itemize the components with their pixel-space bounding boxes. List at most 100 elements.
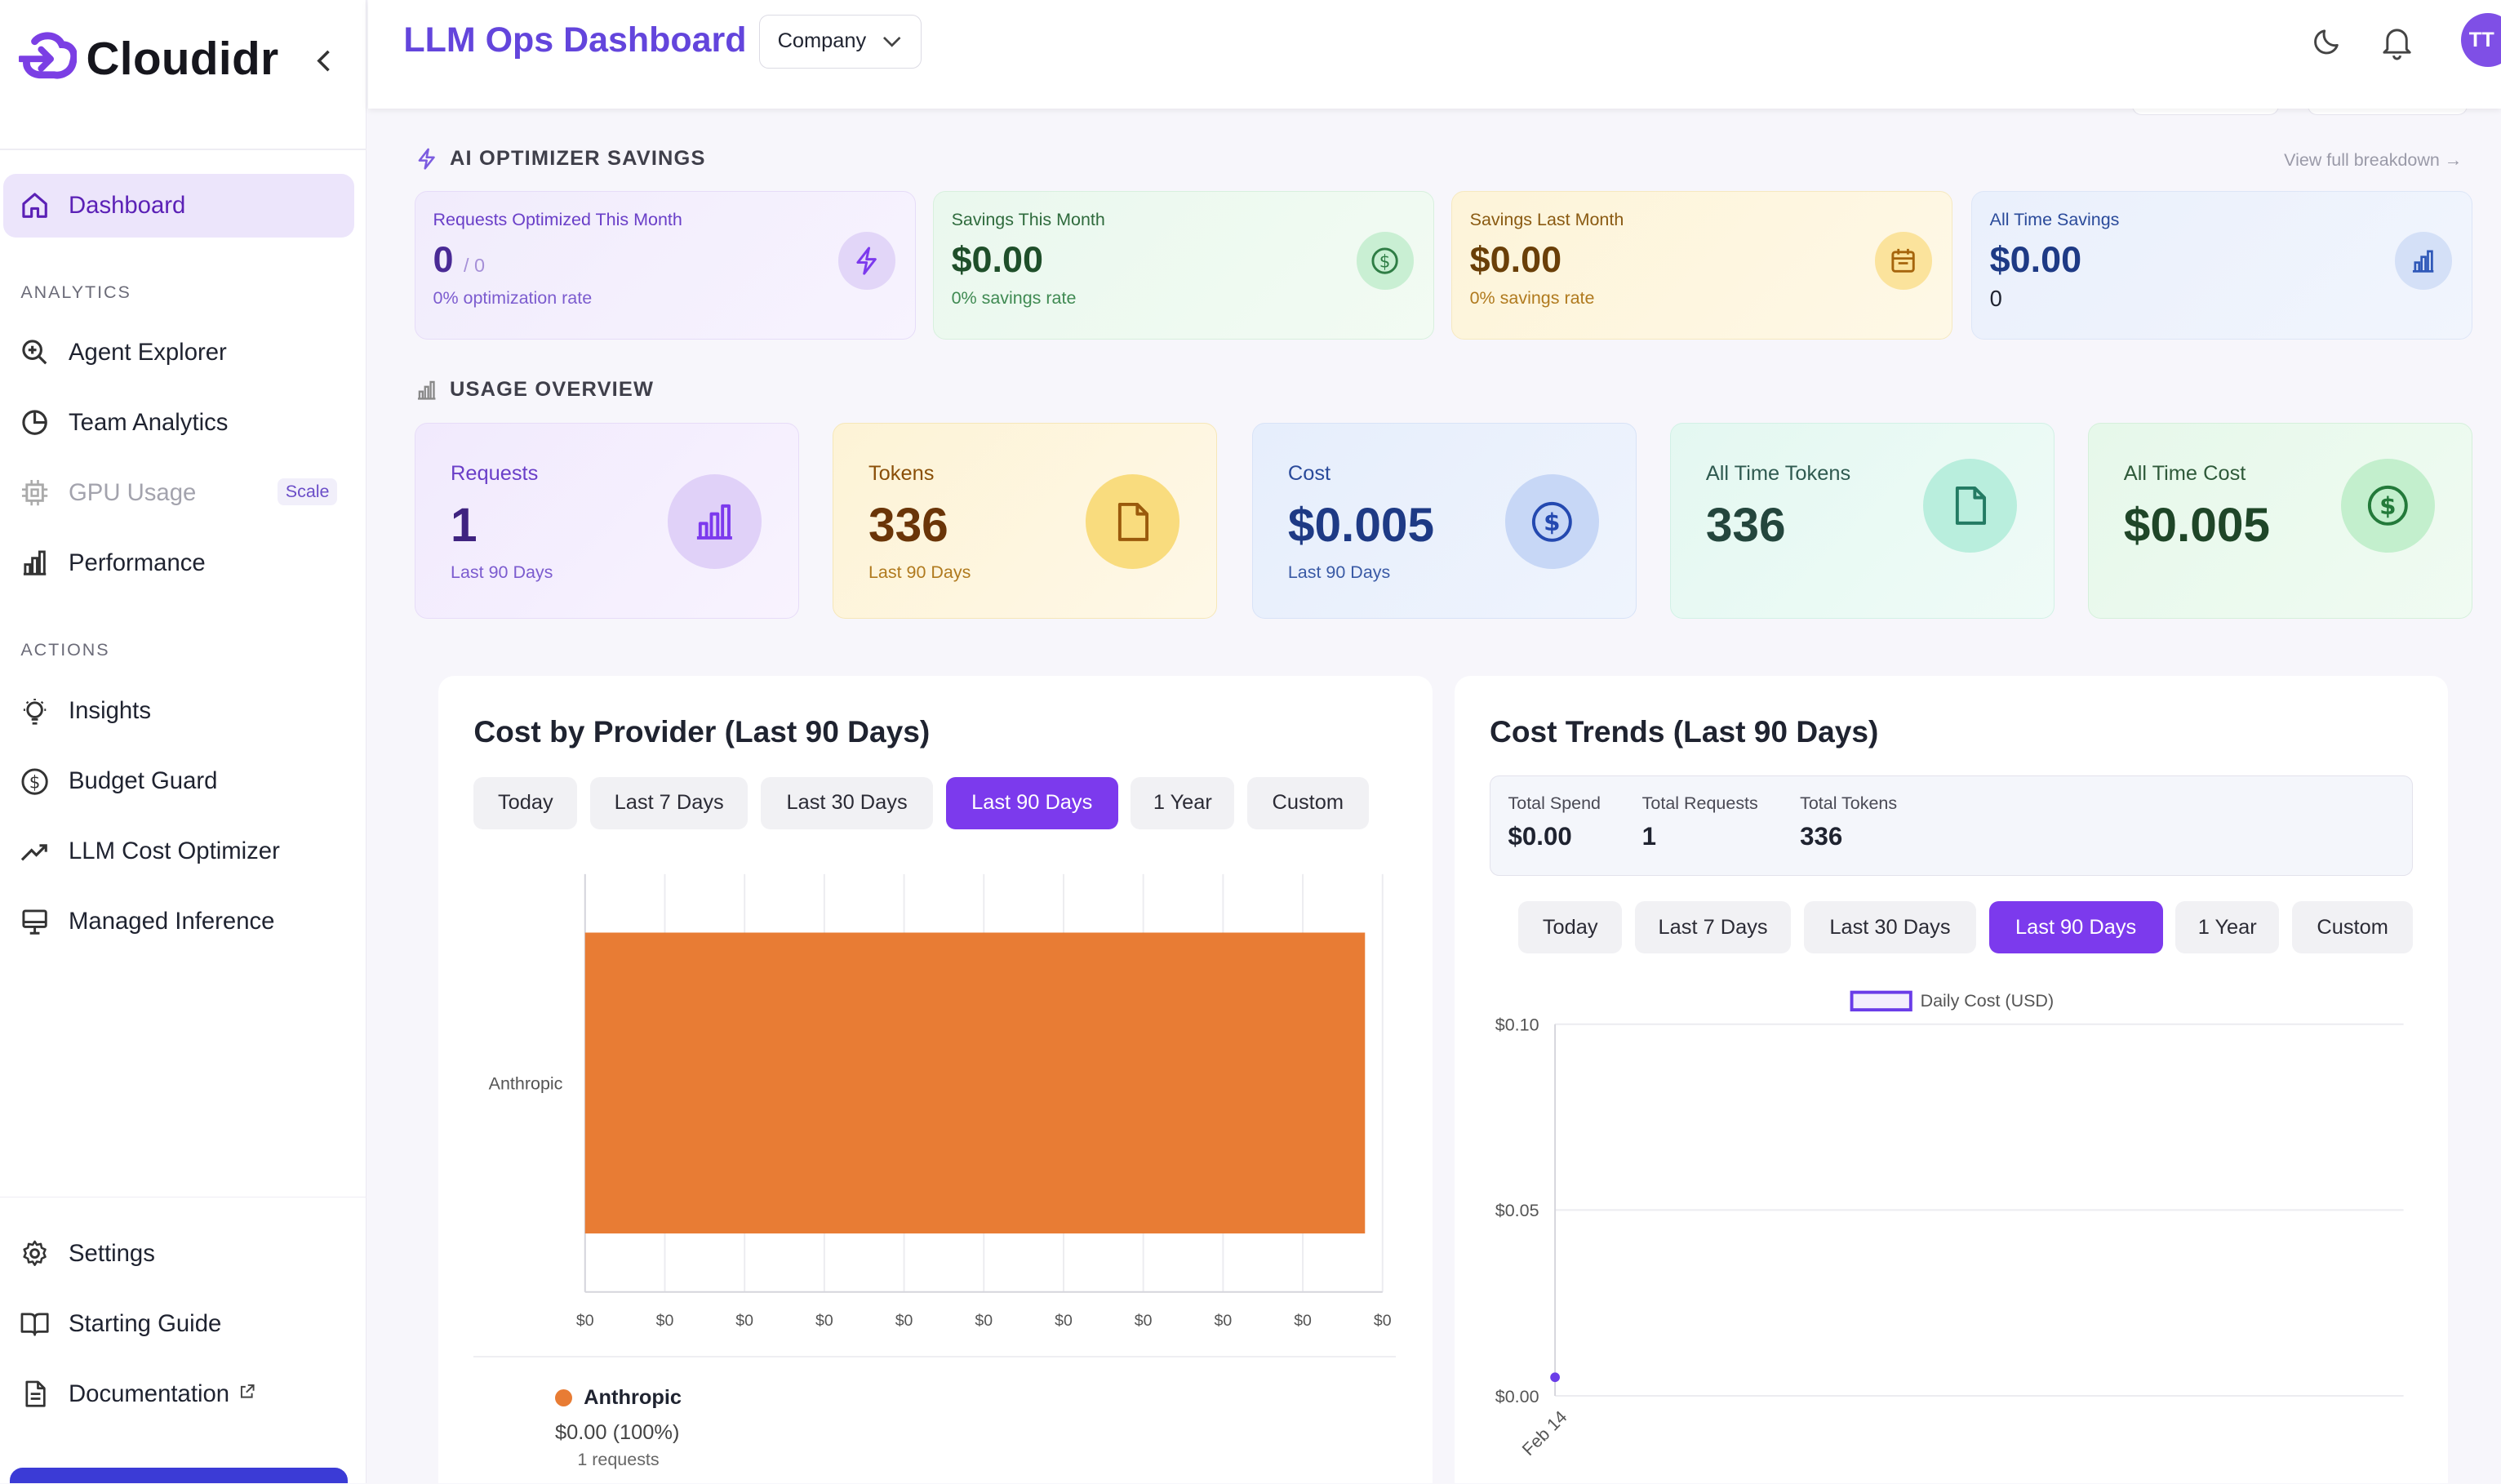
card-value: 1 (451, 499, 478, 553)
range-1-year-button[interactable]: 1 Year (2175, 900, 2280, 954)
stat-label: Total Tokens (1800, 793, 1898, 814)
sidebar-item-settings[interactable]: Settings (3, 1222, 354, 1286)
sidebar-item-label: Team Analytics (69, 408, 229, 436)
sidebar-item-label: Documentation (69, 1380, 230, 1407)
sidebar-item-label: Starting Guide (69, 1309, 222, 1337)
sidebar-item-label: Settings (69, 1239, 155, 1267)
x-tick-label: $0 (656, 1312, 674, 1330)
card-sub: 0% savings rate (1469, 288, 1595, 309)
legend-swatch (1850, 990, 1912, 1011)
company-select[interactable]: Company (759, 14, 922, 69)
sidebar-item-managed-inference[interactable]: Managed Inference (3, 890, 354, 953)
card-sub: Last 90 Days (451, 562, 553, 583)
optimizer-section-title: AI OPTIMIZER SAVINGS (416, 147, 706, 171)
range-30-days-button[interactable]: Last 30 Days (761, 776, 934, 830)
file-icon (1922, 458, 2017, 553)
range-7-days-button[interactable]: Last 7 Days (1634, 900, 1792, 954)
sidebar-item-label: Performance (69, 549, 206, 576)
sidebar-item-gpu-usage[interactable]: GPU Usage Scale (3, 461, 354, 525)
divider (0, 148, 367, 150)
sidebar-item-budget-guard[interactable]: $ Budget Guard (3, 749, 354, 813)
bar-anthropic (585, 932, 1366, 1234)
sidebar-item-dashboard[interactable]: Dashboard (2, 173, 354, 238)
range-today-button[interactable]: Today (473, 776, 578, 830)
all-time-savings-card: All Time Savings $0.00 0 (1971, 191, 2472, 340)
bell-icon[interactable] (2381, 25, 2413, 60)
y-tick-label: Anthropic (489, 1074, 563, 1094)
sidebar-item-label: Dashboard (69, 192, 186, 220)
range-90-days-button[interactable]: Last 90 Days (945, 776, 1118, 830)
x-tick-label: $0 (1295, 1312, 1313, 1330)
scale-badge: Scale (277, 478, 338, 505)
optimized-requests-card: Requests Optimized This Month 0 / 0 0% o… (415, 191, 916, 340)
y-tick-label: $0.10 (1495, 1015, 1539, 1034)
divider (473, 1355, 1396, 1357)
sidebar-item-documentation[interactable]: Documentation (3, 1362, 354, 1426)
y-tick-label: $0.05 (1495, 1201, 1539, 1220)
x-tick-label: $0 (1374, 1312, 1392, 1330)
stat-value: 1 (1641, 821, 1657, 851)
sidebar-item-llm-cost-optimizer[interactable]: LLM Cost Optimizer (3, 820, 354, 883)
collapse-sidebar-button[interactable] (313, 45, 338, 77)
card-label: All Time Cost (2123, 461, 2246, 485)
stat-label: Total Spend (1508, 793, 1601, 814)
sidebar-item-agent-explorer[interactable]: Agent Explorer (3, 321, 354, 384)
card-label: Tokens (868, 461, 935, 485)
usage-section-title: USAGE OVERVIEW (416, 378, 654, 402)
sidebar-item-performance[interactable]: Performance (3, 531, 354, 595)
book-open-icon (20, 1309, 49, 1338)
section-label: USAGE OVERVIEW (450, 378, 655, 402)
chevron-left-icon (317, 50, 330, 72)
view-full-breakdown-link[interactable]: View full breakdown → (2284, 149, 2463, 170)
sidebar-item-team-analytics[interactable]: Team Analytics (3, 391, 354, 455)
card-value: $0.005 (1287, 499, 1435, 553)
x-tick-label: $0 (975, 1312, 993, 1330)
sidebar-cta-button[interactable] (9, 1467, 348, 1484)
moon-icon[interactable] (2312, 25, 2344, 57)
brand-logo[interactable]: Cloudidr (19, 32, 278, 86)
x-tick-label: $0 (1055, 1312, 1073, 1330)
user-avatar[interactable]: TT (2461, 12, 2501, 68)
bar-chart-icon (20, 549, 49, 577)
card-value-number: 0 (433, 238, 454, 280)
card-value: 336 (868, 499, 948, 553)
provider-legend-item: Anthropic (554, 1386, 682, 1410)
card-label: Requests Optimized This Month (433, 209, 682, 229)
stat-label: Total Requests (1641, 793, 1758, 814)
chevron-down-icon (882, 36, 901, 47)
range-today-button[interactable]: Today (1518, 900, 1623, 954)
range-custom-button[interactable]: Custom (2291, 900, 2414, 954)
requests-card: Requests 1 Last 90 Days (415, 422, 799, 620)
card-value: $0.00 (1469, 238, 1562, 280)
dollar-circle-icon: $ (1504, 474, 1599, 569)
dollar-circle-icon: $ (2340, 458, 2435, 553)
svg-text:$: $ (2379, 492, 2396, 520)
card-value-suffix: / 0 (464, 254, 486, 276)
range-1-year-button[interactable]: 1 Year (1131, 776, 1235, 830)
card-sub: Last 90 Days (868, 562, 971, 583)
company-select-value: Company (777, 29, 867, 53)
provider-bar-chart: $0 $0 $0 $0 $0 $0 $0 $0 $0 $0 $0 Anthropic (489, 873, 1392, 1330)
range-90-days-button[interactable]: Last 90 Days (1988, 900, 2163, 954)
card-sub: Last 90 Days (1287, 562, 1391, 583)
document-icon (20, 1380, 49, 1408)
card-label: All Time Savings (1989, 209, 2120, 229)
sidebar-item-starting-guide[interactable]: Starting Guide (3, 1292, 354, 1356)
divider (0, 1196, 367, 1198)
card-label: Savings Last Month (1469, 209, 1624, 229)
card-sub: 0% savings rate (951, 288, 1077, 309)
x-tick-label: Feb 14 (1518, 1406, 1570, 1459)
card-sub: 0% optimization rate (433, 288, 593, 309)
range-7-days-button[interactable]: Last 7 Days (589, 776, 749, 830)
brand-name: Cloudidr (86, 33, 279, 85)
home-icon (20, 191, 49, 220)
section-label-analytics: ANALYTICS (20, 282, 131, 302)
range-30-days-button[interactable]: Last 30 Days (1803, 900, 1976, 954)
bar-chart-icon (417, 380, 436, 400)
card-label: All Time Tokens (1705, 461, 1851, 485)
x-tick-label: $0 (736, 1312, 754, 1330)
card-sub: 0 (1989, 285, 2002, 311)
sidebar-item-insights[interactable]: Insights (3, 679, 354, 743)
range-custom-button[interactable]: Custom (1247, 776, 1369, 830)
